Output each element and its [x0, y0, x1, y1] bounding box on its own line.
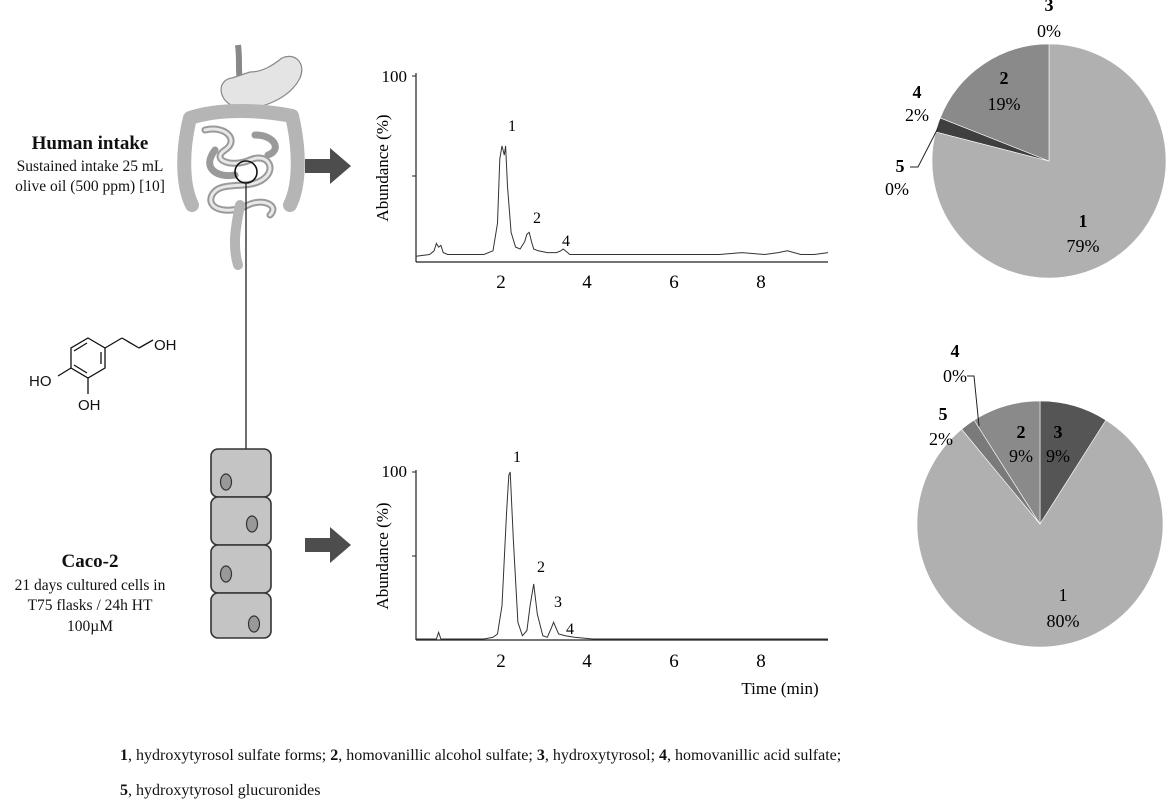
top-peak-label-1: 1	[508, 118, 516, 135]
digestive-tract-illustration	[177, 44, 305, 270]
caco2-cells-illustration	[210, 448, 272, 639]
pie-bot-label-3-num: 3	[1054, 422, 1063, 442]
pie-top-label-1-num: 1	[1079, 211, 1088, 231]
pie-bot-label-5-num: 5	[939, 404, 948, 424]
bottom-peak-label-4: 4	[566, 621, 574, 638]
compound-legend: 1, hydroxytyrosol sulfate forms; 2, homo…	[120, 738, 841, 808]
pie-top-label-2-num: 2	[1000, 68, 1009, 88]
pie-chart-bottom	[916, 400, 1164, 648]
caco2-desc-line3: 100µM	[67, 618, 113, 635]
pie-top-slice-2	[939, 43, 1050, 162]
bottom-peak-label-2: 2	[537, 559, 545, 576]
top-x-tick-4: 4	[582, 272, 592, 293]
pie-top-label-1-pct: 79%	[1067, 236, 1100, 256]
human-intake-desc-line2: olive oil (500 ppm) [10]	[15, 178, 165, 195]
bottom-peak-label-3: 3	[554, 594, 562, 611]
pie-top-label-5-pct: 0%	[885, 179, 909, 199]
legend-num-1: 1	[120, 747, 128, 764]
top-peak-label-4: 4	[562, 233, 570, 250]
legend-num-4: 4	[659, 747, 668, 764]
top-x-tick-2: 2	[496, 272, 506, 293]
pie-bot-slice-1	[916, 419, 1164, 648]
molecule-oh-label-2: OH	[78, 397, 101, 414]
pie-top-label-3-num: 3	[1045, 0, 1054, 15]
bottom-y-tick-100: 100	[382, 462, 408, 481]
pie-bot-label-5-pct: 2%	[929, 429, 953, 449]
bottom-y-axis-label: Abundance (%)	[373, 502, 392, 609]
legend-text-3: , hydroxytyrosol;	[544, 747, 660, 764]
caco2-desc-line1: 21 days cultured cells in	[14, 577, 166, 594]
legend-num-5: 5	[120, 782, 128, 799]
legend-line-2: 5, hydroxytyrosol glucuronides	[120, 773, 841, 808]
pie-top-label-2-pct: 19%	[988, 94, 1021, 114]
bottom-x-tick-2: 2	[496, 651, 506, 672]
hydroxytyrosol-structure: OH HO OH	[29, 337, 177, 414]
human-intake-desc-line1: Sustained intake 25 mL	[16, 158, 164, 175]
top-y-tick-100: 100	[382, 67, 408, 86]
pie-bot-label-2-num: 2	[1017, 422, 1026, 442]
legend-num-3: 3	[536, 747, 545, 764]
pie-top-label-4-pct: 2%	[905, 105, 929, 125]
legend-text-4: , homovanillic acid sulfate;	[667, 747, 842, 764]
pie-top-label-3-pct: 0%	[1037, 21, 1061, 41]
pie-top-leader-5	[910, 127, 939, 168]
top-x-tick-8: 8	[756, 272, 766, 293]
legend-num-2: 2	[330, 747, 339, 764]
pie-chart-top	[931, 43, 1167, 279]
molecule-ho-label: HO	[29, 373, 52, 390]
bottom-x-tick-6: 6	[669, 651, 679, 672]
molecule-oh-label-1: OH	[154, 337, 177, 354]
pie-bot-label-4-pct: 0%	[943, 366, 967, 386]
top-peak-label-2: 2	[533, 210, 541, 227]
arrow-right-bottom-icon	[305, 527, 351, 563]
pie-bot-label-1-pct: 80%	[1047, 611, 1080, 631]
legend-text-5: , hydroxytyrosol glucuronides	[128, 782, 321, 799]
top-x-tick-6: 6	[669, 272, 679, 293]
pie-bot-label-1-num: 1	[1059, 585, 1068, 605]
caco2-title: Caco-2	[61, 551, 119, 572]
pie-top-labels: 3 0% 2 19% 4 2% 5 0% 1 79%	[885, 0, 1100, 256]
caco2-desc-line2: T75 flasks / 24h HT	[27, 597, 153, 614]
bottom-x-tick-4: 4	[582, 651, 592, 672]
legend-line-1: 1, hydroxytyrosol sulfate forms; 2, homo…	[120, 738, 841, 773]
human-intake-title: Human intake	[31, 133, 149, 154]
pie-bottom-labels: 4 0% 5 2% 2 9% 3 9% 1 80%	[929, 341, 1080, 631]
arrow-right-top-icon	[305, 148, 351, 184]
pie-top-label-4-num: 4	[913, 82, 922, 102]
bottom-peak-label-1: 1	[513, 449, 521, 466]
chromatogram-bottom-trace	[416, 471, 828, 640]
pie-bot-leader-4	[967, 375, 980, 427]
bottom-x-tick-8: 8	[756, 651, 766, 672]
pie-bot-label-4-num: 4	[951, 341, 960, 361]
top-y-axis-label: Abundance (%)	[373, 114, 392, 221]
chromatogram-top-trace	[415, 145, 829, 257]
pie-bot-label-2-pct: 9%	[1009, 446, 1033, 466]
legend-text-2: , homovanillic alcohol sulfate;	[338, 747, 537, 764]
chromatogram-top: 100 Abundance (%) 2 4 6 8 1 2 4	[373, 67, 829, 293]
pie-bot-slice-2	[973, 400, 1041, 526]
pie-bot-label-3-pct: 9%	[1046, 446, 1070, 466]
bottom-x-axis-label: Time (min)	[741, 679, 818, 698]
pie-top-label-5-num: 5	[896, 156, 905, 176]
legend-text-1: , hydroxytyrosol sulfate forms;	[128, 747, 331, 764]
chromatogram-bottom: 100 Abundance (%) 2 4 6 8 Time (min) 1 2…	[373, 449, 828, 698]
